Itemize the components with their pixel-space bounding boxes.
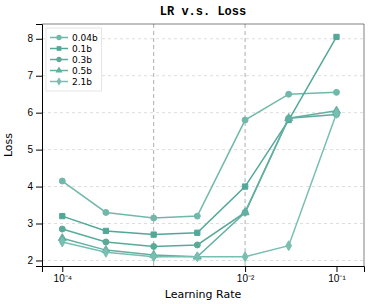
marker (242, 184, 247, 189)
y-tick-mark (36, 224, 42, 225)
y-tick-label: 8 (27, 33, 33, 44)
title: LR v.s. Loss (160, 5, 246, 19)
y-tick-mark (36, 113, 42, 114)
y-tick-mark (36, 76, 42, 77)
legend-symbol (56, 35, 61, 40)
legend-label: 0.3b (72, 55, 92, 65)
marker (151, 215, 157, 221)
x-tick: 10⁻⁴ (54, 266, 72, 284)
marker (151, 252, 157, 262)
legend-label: 0.04b (72, 33, 98, 43)
y-tick-label: 5 (27, 144, 33, 155)
marker (59, 237, 65, 247)
series-line (62, 37, 336, 235)
marker (194, 242, 200, 248)
legend-entry: 0.5b (50, 66, 92, 76)
y-tick: 3 (27, 218, 42, 229)
marker (195, 230, 200, 235)
marker (334, 89, 340, 95)
legend-symbol (55, 66, 62, 72)
legend-entry: 0.1b (50, 44, 92, 54)
y-tick-label: 6 (27, 107, 33, 118)
legend-label: 0.5b (72, 66, 92, 76)
y-tick-mark (36, 150, 42, 151)
x-axis-line (43, 267, 365, 273)
y-tick-mark (36, 187, 42, 188)
marker (103, 239, 109, 245)
grid-line (42, 260, 364, 261)
x-axis: 10⁻⁴ 10⁻² 10⁻¹ (43, 266, 365, 284)
x-tick-label: 10⁻¹ (328, 273, 346, 284)
y-tick-label: 4 (27, 181, 33, 192)
marker (286, 91, 292, 97)
marker (285, 114, 293, 121)
legend-label: 0.1b (72, 44, 92, 54)
marker (334, 34, 339, 39)
y-tick: 4 (27, 181, 42, 192)
x-tick-mark (245, 266, 246, 272)
legend-entry: 0.3b (50, 55, 92, 65)
y-tick: 8 (27, 33, 42, 44)
legend-entry: 0.04b (50, 33, 98, 43)
plot-frame (364, 24, 365, 266)
legend-entry: 2.1b (50, 77, 92, 87)
x-tick-label: 10⁻⁴ (54, 273, 72, 284)
series-line (62, 92, 336, 218)
legend-symbol (56, 77, 61, 86)
reference-line (153, 24, 154, 266)
y-axis: 2 3 4 5 6 7 8 (27, 25, 42, 267)
grid-line (42, 112, 364, 113)
marker (59, 178, 65, 184)
series-line (62, 113, 336, 256)
legend-label: 2.1b (72, 77, 92, 87)
y-tick-mark (36, 260, 42, 261)
x-tick: 10⁻² (237, 266, 255, 284)
y-axis-line (36, 25, 43, 267)
chart: 10⁻⁴ 10⁻² 10⁻¹ 2 3 4 5 6 7 8 0.04b0.1b0.3b0.5b2.1b… (0, 0, 378, 304)
plot: 10⁻⁴ 10⁻² 10⁻¹ 2 3 4 5 6 7 8 0.04b0.1b0.3b0.5b2.1b (27, 24, 364, 284)
marker (103, 209, 109, 215)
y-tick-label: 7 (27, 70, 33, 81)
marker (286, 241, 292, 251)
y-tick-label: 3 (27, 218, 33, 229)
grid-line (42, 149, 364, 150)
grid-line (42, 186, 364, 187)
marker (194, 213, 200, 219)
marker (60, 213, 65, 218)
marker (151, 243, 157, 249)
y-tick-mark (36, 39, 42, 40)
x-tick: 10⁻¹ (328, 266, 346, 284)
marker (151, 232, 156, 237)
y-tick: 6 (27, 107, 42, 118)
marker (242, 252, 248, 262)
x-tick-label: 10⁻² (237, 273, 255, 284)
x-tick-mark (336, 266, 337, 272)
x-axis-title: Learning Rate (165, 288, 242, 301)
legend-box (46, 28, 102, 91)
y-tick: 2 (27, 255, 42, 266)
marker (194, 252, 200, 262)
marker (103, 228, 108, 233)
marker (334, 108, 340, 118)
marker (59, 226, 65, 232)
y-axis-title: Loss (2, 133, 15, 157)
marker (241, 208, 249, 215)
grid-line (42, 223, 364, 224)
y-tick: 5 (27, 144, 42, 155)
reference-line (245, 24, 246, 266)
series-line (62, 111, 336, 257)
legend-symbol (57, 46, 62, 51)
legend-symbol (56, 57, 61, 62)
y-tick: 7 (27, 70, 42, 81)
marker (103, 247, 109, 257)
y-tick-label: 2 (27, 255, 33, 266)
marker (242, 117, 248, 123)
legend: 0.04b0.1b0.3b0.5b2.1b (46, 28, 102, 91)
plot-frame (42, 24, 364, 25)
x-tick-mark (62, 266, 63, 272)
